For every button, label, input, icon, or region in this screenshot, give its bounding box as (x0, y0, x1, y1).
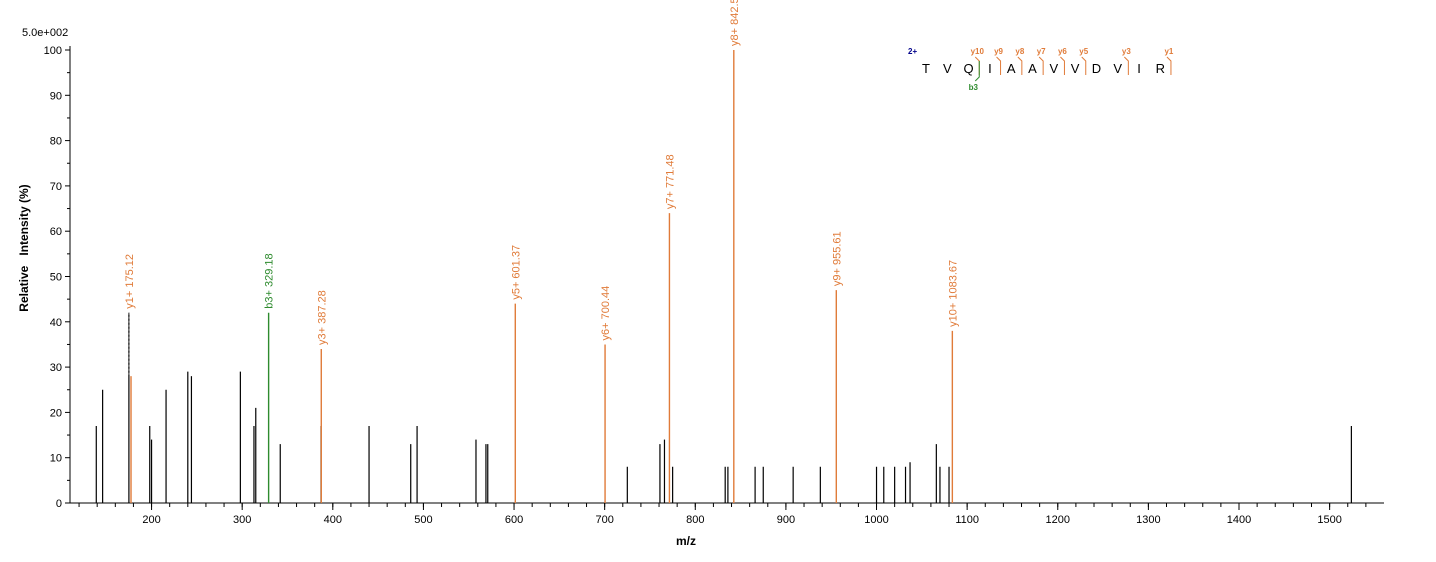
sequence-residue: I (1137, 61, 1141, 76)
axes (69, 46, 1384, 504)
y-axis-title: Relative Intensity (%) (17, 184, 31, 311)
y-ion-bracket (1038, 56, 1044, 75)
peaks (95, 50, 1352, 503)
x-tick-label: 500 (414, 514, 432, 526)
y-ion-mark: y5 (1079, 47, 1088, 56)
y-ion-mark: y1 (1164, 47, 1173, 56)
x-tick-label: 300 (233, 514, 251, 526)
y-ion-mark: y3 (1122, 47, 1131, 56)
peak-label-y-ion: y10+ 1083.67 (947, 260, 959, 327)
y-tick-label: 90 (50, 90, 62, 102)
y-ion-mark: y9 (994, 47, 1003, 56)
peak-label-y-ion: y9+ 955.61 (831, 231, 843, 286)
y-tick-label: 60 (50, 226, 62, 238)
peak-label-y-ion: y6+ 700.44 (600, 286, 612, 341)
y-tick-label: 30 (50, 362, 62, 374)
sequence-residue: Q (964, 61, 974, 76)
peak-label-y-ion: y8+ 842.51 (729, 0, 741, 46)
peak-label-y-ion: y1+ 175.12 (124, 254, 136, 309)
b-ion-mark: b3 (969, 83, 979, 92)
sequence-residue: V (943, 61, 952, 76)
sequence-residue: T (922, 61, 930, 76)
y-ion-bracket (1060, 56, 1065, 75)
y-tick-label: 100 (44, 45, 62, 57)
x-tick-label: 1500 (1317, 514, 1341, 526)
y-ion-bracket (1081, 56, 1087, 75)
x-tick-label: 1400 (1227, 514, 1251, 526)
y-tick-label: 80 (50, 136, 62, 148)
x-tick-label: 900 (777, 514, 795, 526)
y-tick-label: 10 (50, 453, 62, 465)
y-ion-mark: y6 (1058, 47, 1067, 56)
y-ion-bracket (996, 56, 1002, 75)
y-tick-label: 20 (50, 407, 62, 419)
charge-state: 2+ (908, 47, 917, 56)
peak-labels: y1+ 175.12 b3+ 329.18 y3+ 387.28 y5+ 601.37… (124, 0, 959, 345)
x-tick-label: 600 (505, 514, 523, 526)
sequence-residue: I (988, 61, 992, 76)
sequence-residue: A (1028, 61, 1037, 76)
x-tick-label: 400 (324, 514, 342, 526)
y-ion-bracket (974, 56, 980, 75)
x-tick-label: 800 (686, 514, 704, 526)
y-tick-label: 40 (50, 317, 62, 329)
b-ion-bracket (974, 61, 980, 82)
y-ion-bracket (1017, 56, 1023, 75)
y-ion-mark: y7 (1037, 47, 1046, 56)
sequence-residue: R (1156, 61, 1165, 76)
scale-label: 5.0e+002 (22, 27, 68, 39)
peak-label-b-ion: b3+ 329.18 (264, 253, 276, 308)
peak-label-y-ion: y5+ 601.37 (510, 245, 522, 300)
sequence-residue: V (1071, 61, 1080, 76)
x-tick-label: 1300 (1136, 514, 1160, 526)
peak-label-y-ion: y3+ 387.28 (316, 290, 328, 345)
sequence-residue: V (1049, 61, 1058, 76)
x-tick-label: 700 (595, 514, 613, 526)
x-tick-label: 200 (142, 514, 160, 526)
x-tick-label: 1200 (1046, 514, 1070, 526)
sequence-residue: D (1092, 61, 1101, 76)
y-ion-bracket (1123, 56, 1129, 75)
y-tick-label: 70 (50, 181, 62, 193)
y-ion-bracket (1166, 56, 1172, 75)
tick-marks: 0 10 20 30 40 50 60 70 80 90 100 200 300 400 500 600 700… (44, 45, 1367, 526)
x-tick-label: 1000 (864, 514, 888, 526)
sequence-residue: A (1007, 61, 1016, 76)
peak-label-y-ion: y7+ 771.48 (664, 154, 676, 209)
y-ion-mark: y10 (971, 47, 985, 56)
sequence-residue: V (1113, 61, 1122, 76)
x-axis-title: m/z (676, 534, 696, 548)
y-tick-label: 0 (56, 498, 62, 510)
x-tick-label: 1100 (955, 514, 979, 526)
y-tick-label: 50 (50, 272, 62, 284)
y-ion-mark: y8 (1015, 47, 1024, 56)
